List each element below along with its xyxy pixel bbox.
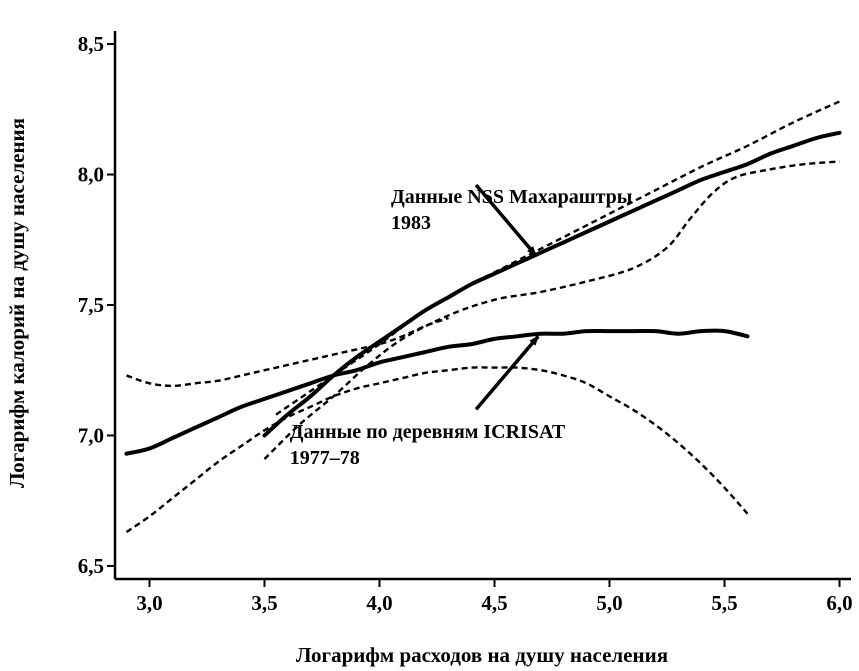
series-line-nss-band-lower <box>263 160 840 460</box>
y-axis-title: Логарифм калорий на душу населения <box>5 118 29 488</box>
x-tick-label: 5,0 <box>596 591 622 615</box>
y-tick-label: 6,5 <box>78 554 104 578</box>
x-tick-label: 3,0 <box>136 591 162 615</box>
annotation-label-icrisat: 1977–78 <box>290 447 360 469</box>
series-line-icrisat <box>124 328 750 456</box>
annotation-label-nss: 1983 <box>391 212 431 234</box>
series-group <box>124 100 842 533</box>
y-tick-label: 8,0 <box>78 163 104 187</box>
series-line-nss-band-upper <box>275 100 840 416</box>
x-tick-label: 3,5 <box>251 591 277 615</box>
y-tick-label: 7,5 <box>78 293 104 317</box>
y-tick-label: 7,0 <box>78 423 104 447</box>
series-line-icrisat-band-lower <box>125 366 749 533</box>
x-tick-label: 6,0 <box>826 591 852 615</box>
axes: 6,5 7,0 7,5 8,0 8,5 3,0 3,5 4,0 4,5 5,0 5,5 6,0 <box>78 31 853 615</box>
annotation-label-nss: Данные NSS Махараштры <box>391 186 633 208</box>
annotation-arrow-nss <box>474 183 538 257</box>
series-line-nss <box>262 130 842 438</box>
y-tick-label: 8,5 <box>78 32 104 56</box>
x-tick-label: 5,5 <box>711 591 737 615</box>
x-tick-label: 4,5 <box>481 591 507 615</box>
annotation-label-icrisat: Данные по деревням ICRISAT <box>290 421 566 443</box>
series-line-icrisat-band-upper <box>126 316 449 388</box>
x-axis-title: Логарифм расходов на душу населения <box>296 643 668 667</box>
annotation-arrow-icrisat <box>474 335 540 411</box>
x-tick-label: 4,0 <box>366 591 392 615</box>
annotations-group: Данные NSS Махараштры 1983 Данные по дерев… <box>290 183 633 469</box>
